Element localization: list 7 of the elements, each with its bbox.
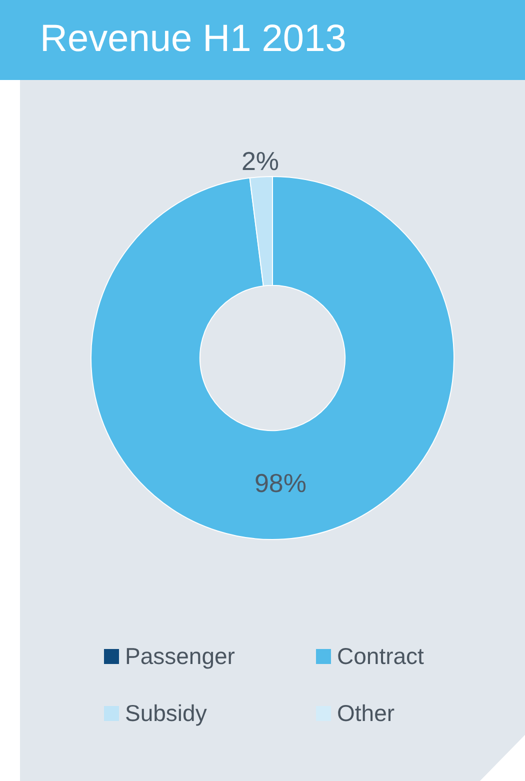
legend-label: Other	[337, 700, 395, 727]
chart-title: Revenue H1 2013	[40, 18, 346, 61]
data-label: 2%	[241, 146, 280, 176]
legend-label: Subsidy	[125, 700, 207, 727]
legend-label: Passenger	[125, 643, 235, 670]
data-label: 98%	[254, 468, 306, 498]
legend-label: Contract	[337, 643, 424, 670]
